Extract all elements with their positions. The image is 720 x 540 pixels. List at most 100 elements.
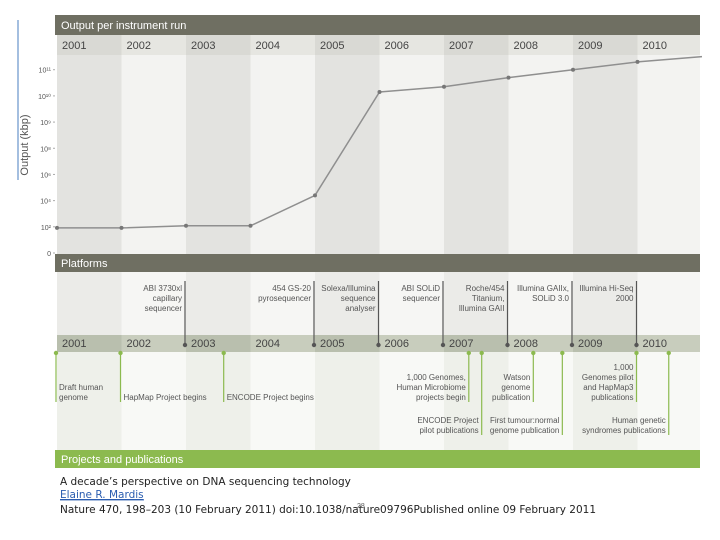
project-label: pilot publications bbox=[420, 426, 479, 435]
year-band bbox=[121, 35, 186, 55]
project-band bbox=[379, 352, 444, 450]
plot-band bbox=[315, 55, 380, 254]
timeline-year: 2004 bbox=[256, 338, 280, 350]
platform-band bbox=[637, 272, 700, 335]
platform-label: Illumina GAII bbox=[459, 304, 505, 313]
platform-label: 2000 bbox=[616, 294, 634, 303]
project-label: HapMap Project begins bbox=[124, 393, 207, 402]
output-point bbox=[635, 59, 640, 64]
project-label: and HapMap3 bbox=[583, 383, 634, 392]
project-label: genome bbox=[59, 393, 88, 402]
platform-label: ABI 3730xl bbox=[143, 284, 182, 293]
output-point bbox=[506, 75, 511, 80]
x-tick-label: 2004 bbox=[256, 40, 280, 52]
year-band bbox=[637, 35, 700, 55]
platform-band bbox=[57, 272, 122, 335]
output-point bbox=[313, 193, 317, 198]
x-tick-label: 2009 bbox=[578, 40, 602, 52]
year-band bbox=[250, 35, 315, 55]
project-label: First tumour:normal bbox=[490, 416, 560, 425]
platform-label: Roche/454 bbox=[466, 284, 505, 293]
timeline-band bbox=[315, 335, 380, 352]
platform-label: Titanium, bbox=[472, 294, 505, 303]
left-gutter bbox=[0, 35, 55, 255]
project-label: publications bbox=[591, 393, 633, 402]
projects-title: Projects and publications bbox=[61, 454, 184, 466]
platform-label: analyser bbox=[345, 304, 376, 313]
output-point bbox=[442, 84, 446, 89]
timeline-band bbox=[57, 335, 122, 352]
project-dot bbox=[479, 350, 484, 356]
platform-band bbox=[379, 272, 444, 335]
timeline-year: 2010 bbox=[643, 338, 667, 350]
timeline-band bbox=[121, 335, 186, 352]
project-label: Genomes pilot bbox=[582, 373, 634, 382]
platform-dot bbox=[569, 342, 575, 348]
x-tick-label: 2010 bbox=[643, 40, 667, 52]
timeline-band bbox=[379, 335, 444, 352]
timeline-year: 2002 bbox=[127, 338, 151, 350]
projects-bar bbox=[55, 450, 700, 468]
project-dot bbox=[53, 350, 59, 356]
plot-band bbox=[250, 55, 315, 254]
y-tick-label: 10¹¹ bbox=[39, 68, 52, 75]
x-tick-label: 2003 bbox=[191, 40, 215, 52]
project-dot bbox=[560, 350, 565, 356]
output-point bbox=[248, 223, 253, 228]
year-band bbox=[444, 35, 509, 55]
platform-dot bbox=[505, 342, 510, 348]
project-dot bbox=[634, 350, 639, 356]
page-number: 28 bbox=[357, 503, 365, 510]
year-band bbox=[379, 35, 444, 55]
x-tick-label: 2007 bbox=[449, 40, 473, 52]
year-band bbox=[57, 35, 122, 55]
platform-dot bbox=[311, 342, 317, 348]
project-dot bbox=[531, 350, 536, 356]
plot-band bbox=[637, 55, 700, 254]
output-point bbox=[571, 67, 575, 72]
y-tick-label: 10⁴ bbox=[40, 199, 51, 206]
project-label: Human genetic bbox=[612, 416, 666, 425]
project-dot bbox=[221, 350, 226, 356]
layer: 2001 2001 2002 2002 2003 2003 2004 2004 2005 2005… bbox=[0, 35, 703, 450]
plot-band bbox=[379, 55, 444, 254]
platform-band bbox=[250, 272, 315, 335]
timeline-band bbox=[573, 335, 638, 352]
plot-band bbox=[573, 55, 638, 254]
project-label: Watson bbox=[503, 373, 530, 382]
footer-title: A decade’s perspective on DNA sequencing… bbox=[60, 476, 351, 488]
output-point bbox=[184, 223, 188, 228]
y-tick-label: 10² bbox=[41, 225, 52, 232]
platform-band bbox=[508, 272, 573, 335]
platforms-title: Platforms bbox=[61, 258, 108, 270]
timeline-band bbox=[508, 335, 573, 352]
platform-label: Illumina GAIIx, bbox=[517, 284, 569, 293]
platform-band bbox=[315, 272, 380, 335]
project-band bbox=[121, 352, 186, 450]
project-band bbox=[315, 352, 380, 450]
timeline-year: 2003 bbox=[191, 338, 215, 350]
timeline-band bbox=[444, 335, 509, 352]
project-band bbox=[186, 352, 251, 450]
platform-label: Solexa/Illumina bbox=[321, 284, 376, 293]
platform-label: Illumina Hi-Seq bbox=[579, 284, 633, 293]
platform-dot bbox=[376, 342, 381, 348]
platform-label: pyrosequencer bbox=[258, 294, 311, 303]
year-band bbox=[508, 35, 573, 55]
platform-label: capillary bbox=[153, 294, 182, 303]
timeline-year: 2005 bbox=[320, 338, 344, 350]
year-band bbox=[186, 35, 251, 55]
project-label: ENCODE Project begins bbox=[227, 393, 314, 402]
timeline-year: 2007 bbox=[449, 338, 473, 350]
project-dot bbox=[118, 350, 123, 356]
output-point bbox=[55, 225, 59, 230]
platforms-bar bbox=[55, 254, 700, 272]
timeline-year: 2006 bbox=[385, 338, 409, 350]
platform-band bbox=[121, 272, 186, 335]
project-band bbox=[250, 352, 315, 450]
timeline-band bbox=[250, 335, 315, 352]
x-tick-label: 2006 bbox=[385, 40, 409, 52]
author-link[interactable]: Elaine R. Mardis bbox=[60, 489, 144, 501]
y-tick-label: 0 bbox=[47, 251, 51, 258]
timeline-band bbox=[186, 335, 251, 352]
